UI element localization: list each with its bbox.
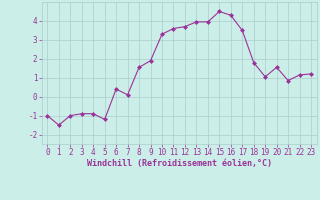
X-axis label: Windchill (Refroidissement éolien,°C): Windchill (Refroidissement éolien,°C) [87,159,272,168]
